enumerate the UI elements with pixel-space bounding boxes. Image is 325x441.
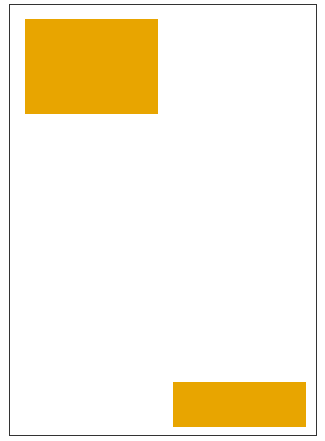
bottom-right-block — [173, 382, 306, 427]
page-frame — [9, 4, 317, 436]
top-left-block — [25, 19, 158, 114]
